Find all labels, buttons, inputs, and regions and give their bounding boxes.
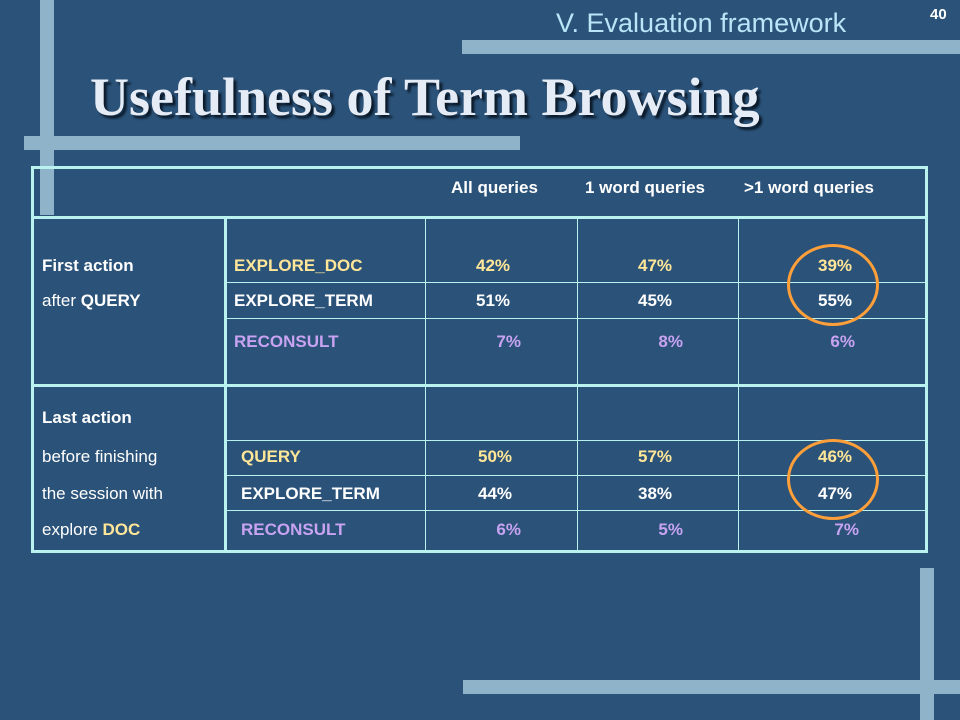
- table-cell: 44%: [478, 484, 513, 503]
- page-number: 40: [930, 6, 947, 23]
- column-header-one-word: 1 word queries: [585, 178, 705, 197]
- column-header-multi-word: >1 word queries: [744, 178, 874, 197]
- table-cell: 7%: [834, 520, 859, 539]
- table-row-action: RECONSULT: [234, 332, 339, 351]
- table-row-line: [227, 510, 925, 511]
- group-label-highlight: QUERY: [80, 291, 141, 310]
- table-row-line: [227, 318, 925, 319]
- table-cell: 45%: [638, 291, 673, 310]
- table-row-line: [227, 475, 925, 476]
- highlight-circle-last-action: [787, 439, 879, 520]
- table-cell: 47%: [638, 256, 673, 275]
- table-cell: 5%: [658, 520, 683, 539]
- table-cell: 7%: [496, 332, 521, 351]
- table-cell: 6%: [496, 520, 521, 539]
- table-cell: 50%: [478, 447, 513, 466]
- table-row-action: EXPLORE_TERM: [234, 291, 373, 310]
- group-label: before finishing: [42, 447, 158, 466]
- group-label: Last action: [42, 408, 132, 427]
- highlight-circle-first-action: [787, 244, 879, 326]
- table-divider-label-col: [224, 217, 227, 550]
- table-row-line: [227, 440, 925, 441]
- section-title: V. Evaluation framework: [556, 8, 847, 38]
- table-row-action: RECONSULT: [241, 520, 346, 539]
- group-label: after QUERY: [42, 291, 141, 311]
- table-divider-col3: [738, 217, 739, 550]
- table-cell: 57%: [638, 447, 673, 466]
- group-label-prefix: after: [42, 291, 81, 310]
- table-row-action: EXPLORE_DOC: [234, 256, 363, 275]
- group-label: First action: [42, 256, 134, 275]
- table-divider-col1: [425, 217, 426, 550]
- decor-bar-right-vertical: [920, 568, 934, 720]
- group-label: the session with: [42, 484, 163, 503]
- table-cell: 42%: [476, 256, 511, 275]
- table-row-action: QUERY: [241, 447, 301, 466]
- group-label-prefix: explore: [42, 520, 103, 539]
- table-divider-col2: [577, 217, 578, 550]
- decor-bar-mid-horizontal: [24, 136, 520, 150]
- decor-bar-left-vertical: [40, 0, 54, 215]
- group-label: explore DOC: [42, 520, 140, 540]
- decor-bar-top-horizontal: [462, 40, 960, 54]
- table-cell: 6%: [830, 332, 855, 351]
- page-title: Usefulness of Term Browsing: [90, 67, 760, 127]
- group-label-highlight: DOC: [102, 520, 141, 539]
- table-cell: 38%: [638, 484, 673, 503]
- decor-bar-bottom-horizontal: [463, 680, 960, 694]
- table-cell: 51%: [476, 291, 511, 310]
- column-header-all: All queries: [451, 178, 538, 197]
- table-row-line: [227, 282, 925, 283]
- table-cell: 8%: [658, 332, 683, 351]
- table-row-action: EXPLORE_TERM: [241, 484, 380, 503]
- table-divider-groups: [34, 384, 925, 387]
- table-divider-header: [34, 216, 925, 219]
